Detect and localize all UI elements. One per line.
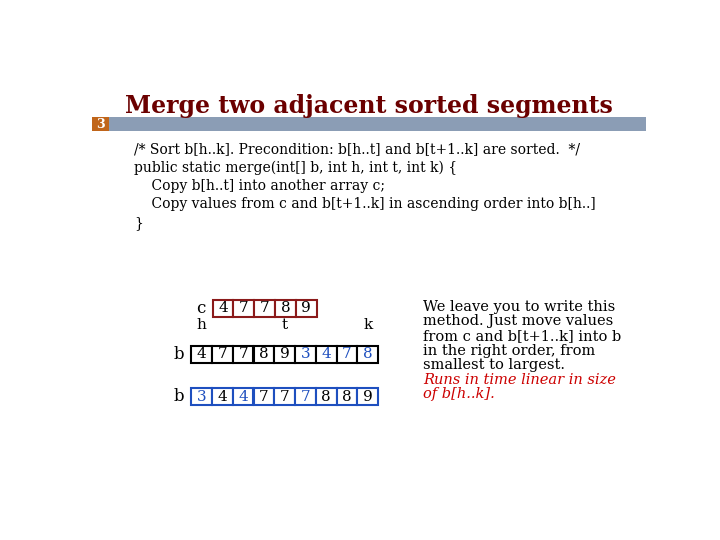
Text: 4: 4 [321,347,331,361]
Bar [233,346,253,363]
Text: 7: 7 [259,390,269,404]
Text: Copy values from c and b[t+1..k] in ascending order into b[h..]: Copy values from c and b[t+1..k] in asce… [134,197,596,211]
Text: 7: 7 [342,347,352,361]
Text: public static merge(int[] b, int h, int t, int k) {: public static merge(int[] b, int h, int … [134,160,457,174]
Text: b: b [174,388,184,405]
Bar [337,388,357,405]
Bar [316,346,337,363]
Text: 8: 8 [281,301,290,315]
Bar [295,388,316,405]
Text: 9: 9 [280,347,289,361]
Bar [92,117,647,131]
Bar [357,346,378,363]
Text: 7: 7 [301,390,310,404]
Bar [337,346,357,363]
Text: b: b [174,346,184,363]
Text: 7: 7 [239,301,248,315]
Bar [212,388,233,405]
Text: 9: 9 [302,301,311,315]
Text: t: t [282,318,288,332]
Bar [253,388,274,405]
Text: 4: 4 [218,301,228,315]
Bar [316,388,337,405]
Bar [212,300,233,316]
Bar [274,388,295,405]
Text: 3: 3 [197,390,207,404]
Text: 9: 9 [363,390,373,404]
Text: 7: 7 [280,390,289,404]
Bar [274,346,295,363]
Bar [191,346,212,363]
Bar [275,300,296,316]
Text: We leave you to write this: We leave you to write this [423,300,615,314]
Bar [254,300,275,316]
Text: 4: 4 [217,390,228,404]
Bar [295,346,316,363]
Text: 7: 7 [260,301,269,315]
Text: 8: 8 [342,390,352,404]
Bar [233,300,254,316]
Text: Runs in time linear in size: Runs in time linear in size [423,373,616,387]
Text: c: c [197,300,206,316]
Text: in the right order, from: in the right order, from [423,343,595,357]
Text: 3: 3 [96,118,104,131]
Bar [233,388,253,405]
Bar [296,300,317,316]
Text: 7: 7 [217,347,227,361]
Text: 8: 8 [259,347,269,361]
Text: from c and b[t+1..k] into b: from c and b[t+1..k] into b [423,329,621,343]
Text: 4: 4 [197,347,207,361]
Text: 8: 8 [363,347,373,361]
Bar [212,346,233,363]
Text: }: } [134,215,143,230]
Text: h: h [197,318,207,332]
Text: k: k [363,318,372,332]
Bar [357,388,378,405]
Text: 3: 3 [301,347,310,361]
Text: smallest to largest.: smallest to largest. [423,358,565,372]
Bar [92,117,109,131]
Text: of b[h..k].: of b[h..k]. [423,387,495,401]
Bar [253,346,274,363]
Bar [191,388,212,405]
Text: Merge two adjacent sorted segments: Merge two adjacent sorted segments [125,94,613,118]
Text: 7: 7 [238,347,248,361]
Text: /* Sort b[h..k]. Precondition: b[h..t] and b[t+1..k] are sorted.  */: /* Sort b[h..k]. Precondition: b[h..t] a… [134,142,580,156]
Text: 8: 8 [321,390,331,404]
Text: Copy b[h..t] into another array c;: Copy b[h..t] into another array c; [134,179,385,193]
Text: 4: 4 [238,390,248,404]
Text: method. Just move values: method. Just move values [423,314,613,328]
